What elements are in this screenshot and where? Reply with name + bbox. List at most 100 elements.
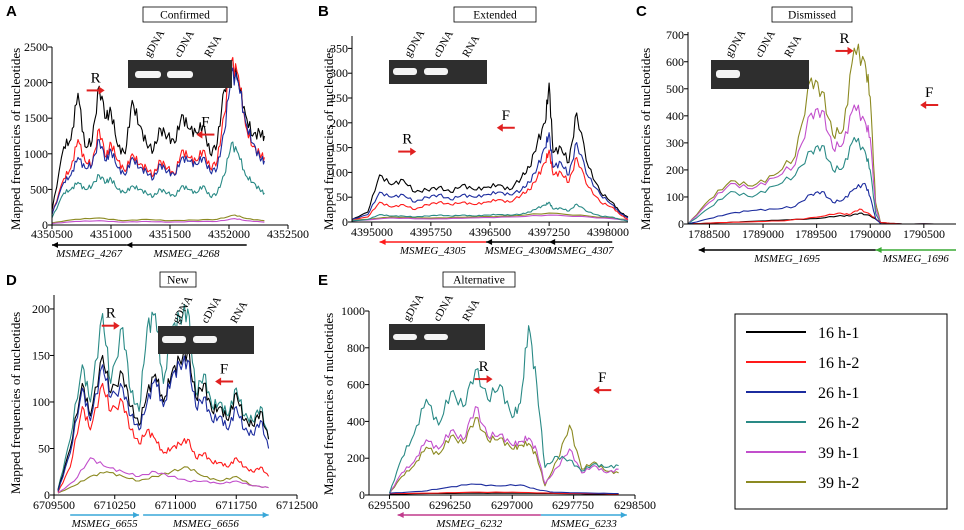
x-tick-label-b-2: 4396500 — [469, 225, 511, 239]
y-tick-label-c-1: 100 — [666, 190, 684, 204]
gel-band-e-cdna — [424, 334, 448, 340]
panel-letter-a: A — [6, 3, 17, 20]
panel-letter-b: B — [318, 3, 329, 20]
plot-area-c: RF — [684, 31, 956, 228]
y-axis-label-a: Mapped frequencies of nucleotides — [8, 48, 23, 230]
y-tick-label-b-0: 0 — [342, 215, 348, 229]
x-tick-label-e-0: 6295500 — [368, 498, 410, 512]
x-tick-label-c-3: 1790000 — [849, 227, 891, 241]
y-tick-label-e-4: 800 — [347, 341, 365, 355]
gene-arrowhead-msmeg-6655 — [133, 512, 140, 518]
gene-annotations-e: MSMEG_6232 MSMEG_6233 — [397, 512, 627, 530]
primer-label-d-f: F — [220, 362, 228, 378]
gene-label-msmeg-1695: MSMEG_1695 — [753, 253, 820, 265]
gene-annotations-c: MSMEG_1695 MSMEG_1696 — [698, 247, 956, 265]
y-tick-label-a-3: 1500 — [24, 111, 48, 125]
gel-lane-label-d-cdna: cDNA — [199, 295, 224, 326]
gel-band-b-cdna — [424, 68, 448, 75]
x-tick-label-d-4: 6712500 — [276, 498, 318, 512]
x-tick-label-a-4: 4352500 — [267, 227, 309, 241]
gel-band-e-gdna — [393, 334, 417, 340]
plot-area-d: RF — [50, 295, 298, 499]
gene-arrowhead-msmeg-4307 — [549, 239, 556, 245]
y-tick-label-c-4: 400 — [666, 109, 684, 123]
primer-label-a-r: R — [91, 70, 101, 86]
primer-label-c-r: R — [840, 31, 850, 47]
y-tick-label-c-0: 0 — [678, 217, 684, 231]
legend-entry-26h-2: 26 h-2 — [746, 415, 859, 432]
y-tick-label-a-4: 2000 — [24, 76, 48, 90]
legend-label-16h-1: 16 h-1 — [818, 325, 859, 342]
panel-title-box-e — [442, 271, 516, 288]
panel-letter-e: E — [318, 272, 328, 289]
gene-label-msmeg-4307: MSMEG_4307 — [547, 245, 614, 257]
gel-band-c-gdna — [716, 70, 740, 78]
legend-label-39h-1: 39 h-1 — [818, 445, 859, 462]
series-line-c-16h-2 — [687, 208, 956, 225]
gene-arrowhead-msmeg-6232 — [397, 512, 404, 518]
legend-label-39h-2: 39 h-2 — [818, 475, 859, 492]
series-line-e-26h-1 — [389, 483, 619, 495]
primer-arrowhead-b-f — [496, 123, 503, 132]
gel-lane-label-c-cdna: cDNA — [753, 29, 778, 60]
y-tick-label-d-0: 0 — [44, 488, 50, 502]
panel-title-e: Alternative — [453, 275, 505, 287]
primer-label-a-f: F — [201, 115, 209, 131]
series-line-c-26h-1 — [687, 182, 956, 225]
gel-lane-label-a-cdna: cDNA — [172, 29, 197, 60]
primer-arrowhead-e-r — [486, 375, 493, 384]
primer-label-c-f: F — [925, 85, 933, 101]
y-tick-label-c-5: 500 — [666, 82, 684, 96]
legend-label-16h-2: 16 h-2 — [818, 355, 859, 372]
y-tick-label-c-3: 300 — [666, 136, 684, 150]
panel-title-box-a — [142, 6, 228, 23]
primer-label-d-r: R — [106, 306, 116, 322]
gel-lane-label-b-cdna: cDNA — [431, 29, 456, 60]
y-tick-label-e-5: 1000 — [341, 304, 365, 318]
gene-label-msmeg-4305: MSMEG_4305 — [399, 245, 466, 257]
y-tick-label-c-2: 200 — [666, 163, 684, 177]
panel-e: E Alternative Mapped frequencies of nucl… — [318, 271, 656, 530]
gel-band-a-cdna — [167, 71, 193, 78]
y-tick-label-d-1: 50 — [38, 442, 50, 456]
gel-lane-label-a-rna: RNA — [202, 33, 224, 59]
x-tick-label-c-0: 1788500 — [688, 227, 730, 241]
gene-arrowhead-msmeg-1696 — [875, 247, 882, 253]
gel-lane-label-d-gdna: gDNA — [170, 294, 195, 325]
panel-title-box-c — [771, 6, 853, 23]
series-line-c-39h-1 — [687, 104, 956, 225]
x-tick-label-b-1: 4395750 — [410, 225, 452, 239]
gene-arrowhead-msmeg-4268 — [126, 242, 133, 248]
x-tick-label-e-3: 6297750 — [552, 498, 594, 512]
series-line-d-39h-1 — [57, 457, 269, 494]
primer-arrowhead-c-f — [920, 101, 927, 110]
x-tick-label-e-4: 6298500 — [614, 498, 656, 512]
x-tick-label-a-1: 4351000 — [90, 227, 132, 241]
series-line-b-39h-2 — [351, 212, 629, 222]
y-axis-label-b: Mapped frequencies of nucleotides — [321, 48, 336, 230]
legend: 16 h-1 16 h-2 26 h-1 26 h-2 39 h-1 39 h-… — [734, 313, 948, 510]
series-line-b-16h-2 — [351, 149, 629, 221]
panel-letter-c: C — [636, 3, 647, 20]
x-tick-label-a-2: 4351500 — [149, 227, 191, 241]
y-tick-label-e-1: 200 — [347, 451, 365, 465]
gel-lane-label-c-gdna: gDNA — [723, 28, 748, 59]
x-tick-label-d-2: 6711000 — [155, 498, 197, 512]
plot-area-b: RF — [348, 36, 629, 226]
panel-b: B Extended Mapped frequencies of nucleot… — [318, 3, 629, 257]
x-tick-label-d-3: 6711750 — [215, 498, 257, 512]
legend-entry-16h-2: 16 h-2 — [746, 355, 859, 372]
gene-arrowhead-msmeg-1695 — [698, 247, 705, 253]
series-line-d-16h-1 — [57, 347, 270, 491]
y-tick-label-e-3: 600 — [347, 378, 365, 392]
y-tick-label-b-6: 300 — [330, 66, 348, 80]
y-tick-label-d-3: 150 — [32, 349, 50, 363]
x-tick-label-b-0: 4395000 — [351, 225, 393, 239]
gene-label-msmeg-6232: MSMEG_6232 — [435, 518, 502, 530]
primer-label-e-r: R — [479, 359, 489, 375]
x-tick-label-c-2: 1789500 — [795, 227, 837, 241]
y-tick-label-b-1: 50 — [336, 190, 348, 204]
plot-area-e: RF — [365, 310, 636, 499]
primer-arrowhead-a-r — [98, 86, 105, 95]
